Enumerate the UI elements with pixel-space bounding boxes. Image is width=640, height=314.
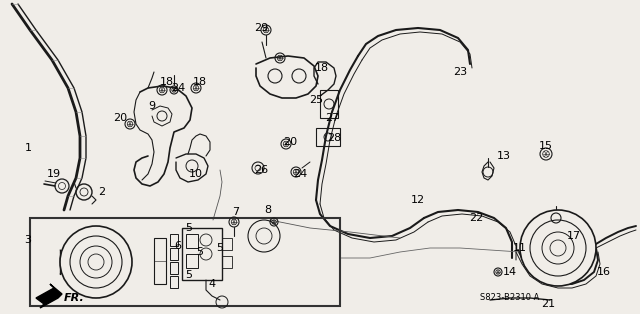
Text: 23: 23 — [453, 67, 467, 77]
Text: 5: 5 — [186, 270, 193, 280]
Text: 8: 8 — [264, 205, 271, 215]
Text: 22: 22 — [469, 213, 483, 223]
Text: 13: 13 — [497, 151, 511, 161]
Bar — [154, 238, 166, 284]
Text: 18: 18 — [315, 63, 329, 73]
Text: 4: 4 — [209, 279, 216, 289]
Text: 19: 19 — [47, 169, 61, 179]
Bar — [170, 248, 178, 260]
Text: 20: 20 — [113, 113, 127, 123]
Bar — [222, 238, 232, 250]
Bar — [320, 90, 338, 118]
Text: 18: 18 — [193, 77, 207, 87]
Text: 18: 18 — [160, 77, 174, 87]
Bar — [316, 128, 340, 146]
Text: 26: 26 — [254, 165, 268, 175]
Text: 24: 24 — [293, 169, 307, 179]
Text: 5: 5 — [196, 247, 204, 257]
Bar — [186, 234, 198, 248]
Bar — [170, 276, 178, 288]
Text: 12: 12 — [411, 195, 425, 205]
Text: 9: 9 — [148, 101, 156, 111]
Text: 10: 10 — [189, 169, 203, 179]
Text: 20: 20 — [283, 137, 297, 147]
Text: 7: 7 — [232, 207, 239, 217]
Text: 29: 29 — [254, 23, 268, 33]
Text: 5: 5 — [216, 243, 223, 253]
Text: 1: 1 — [24, 143, 31, 153]
Text: 5: 5 — [186, 223, 193, 233]
Text: 25: 25 — [309, 95, 323, 105]
Text: 27: 27 — [325, 113, 339, 123]
Text: 3: 3 — [24, 235, 31, 245]
Text: 11: 11 — [513, 243, 527, 253]
Text: 17: 17 — [567, 231, 581, 241]
Text: 2: 2 — [99, 187, 106, 197]
Text: 6: 6 — [175, 241, 182, 251]
Text: 16: 16 — [597, 267, 611, 277]
Text: S823-B2310 A: S823-B2310 A — [480, 294, 540, 302]
Polygon shape — [36, 284, 62, 308]
Text: 21: 21 — [541, 299, 555, 309]
Text: 14: 14 — [503, 267, 517, 277]
Bar — [170, 262, 178, 274]
Bar — [182, 228, 222, 280]
Text: 24: 24 — [171, 83, 185, 93]
Bar — [186, 254, 198, 268]
Circle shape — [60, 226, 132, 298]
Text: 28: 28 — [327, 133, 341, 143]
Bar — [222, 256, 232, 268]
Bar — [170, 234, 178, 246]
Text: FR.: FR. — [64, 293, 84, 303]
Circle shape — [520, 210, 596, 286]
Bar — [30, 218, 340, 306]
Text: 15: 15 — [539, 141, 553, 151]
